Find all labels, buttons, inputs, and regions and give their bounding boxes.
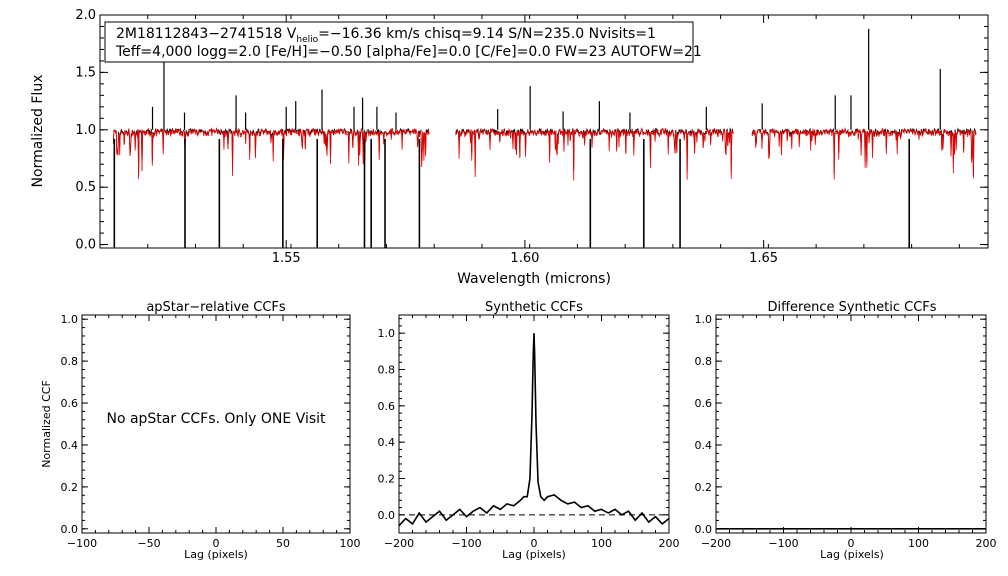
spectrum-y-tick-label: 0.5 bbox=[75, 180, 96, 195]
apstar-ccf-panel: apStar−relative CCFs −100 −50 0 50 100 0.0 0.2… bbox=[40, 300, 361, 561]
apstar-ccf-y-axis-title: Normalized CCF bbox=[40, 380, 53, 468]
difference-ccf-panel: Difference Synthetic CCFs −200 −100 0 100 20… bbox=[695, 300, 997, 561]
synthetic-ccf-traces bbox=[398, 333, 670, 527]
info-line-1: 2M18112843−2741518 Vhelio=−16.36 km/s ch… bbox=[116, 26, 656, 45]
synthetic-ccf-y-tick-label: 0.2 bbox=[378, 473, 396, 486]
synthetic-spectrum-chip bbox=[751, 126, 977, 180]
spectrum-plot-frame bbox=[99, 14, 989, 249]
spectrum-x-tick-label: 1.55 bbox=[272, 251, 301, 266]
difference-ccf-x-tick-label: −100 bbox=[768, 537, 798, 550]
apstar-ccf-y-tick-label: 0.2 bbox=[61, 481, 79, 494]
difference-ccf-y-tick-label: 0.4 bbox=[695, 439, 713, 452]
spectrum-traces bbox=[112, 28, 977, 248]
difference-ccf-x-tick-label: −200 bbox=[701, 537, 731, 550]
spectrum-x-tick-label: 1.65 bbox=[749, 251, 778, 266]
difference-ccf-x-tick-label: 200 bbox=[976, 537, 997, 550]
apstar-ccf-ticks: −100 −50 0 50 100 0.0 0.2 0.4 0.6 0.8 1.0 bbox=[61, 313, 361, 550]
apstar-ccf-x-tick-label: 100 bbox=[340, 537, 361, 550]
spectrum-y-tick-label: 2.0 bbox=[75, 8, 96, 23]
apstar-ccf-x-tick-label: −50 bbox=[137, 537, 160, 550]
info-box bbox=[104, 21, 694, 63]
spectrum-y-tick-label: 1.5 bbox=[75, 65, 96, 80]
synthetic-spectrum-chip bbox=[455, 127, 734, 181]
spectrum-y-tick-label: 0.0 bbox=[75, 238, 96, 253]
apstar-ccf-y-tick-label: 0.6 bbox=[61, 397, 79, 410]
synthetic-ccf-ticks: −200 −100 0 100 200 0.0 0.2 0.4 0.6 0.8 1.0 bbox=[378, 315, 680, 550]
difference-ccf-ticks: −200 −100 0 100 200 0.0 0.2 0.4 0.6 0.8 1.0 bbox=[695, 313, 997, 550]
apstar-ccf-y-tick-label: 0.8 bbox=[61, 355, 79, 368]
synthetic-ccf-y-tick-label: 0.4 bbox=[378, 436, 396, 449]
synthetic-spectrum-chip bbox=[112, 127, 430, 180]
apstar-ccf-x-tick-label: 50 bbox=[276, 537, 290, 550]
difference-ccf-y-tick-label: 0.8 bbox=[695, 355, 713, 368]
difference-ccf-y-tick-label: 1.0 bbox=[695, 313, 713, 326]
apstar-ccf-x-tick-label: 0 bbox=[213, 537, 220, 550]
synthetic-ccf-curve bbox=[398, 333, 670, 527]
synthetic-ccf-x-tick-label: 0 bbox=[531, 537, 538, 550]
apstar-ccf-y-tick-label: 1.0 bbox=[61, 313, 79, 326]
difference-ccf-y-tick-label: 0.6 bbox=[695, 397, 713, 410]
spectrum-x-axis-title: Wavelength (microns) bbox=[457, 271, 611, 287]
spectrum-y-axis-title: Normalized Flux bbox=[30, 75, 46, 188]
difference-ccf-y-tick-label: 0.2 bbox=[695, 481, 713, 494]
synthetic-ccf-panel: Synthetic CCFs −200 −100 0 100 200 0.0 0.2 0.4 0… bbox=[378, 300, 680, 561]
synthetic-ccf-x-tick-label: −100 bbox=[451, 537, 481, 550]
synthetic-ccf-x-tick-label: −200 bbox=[384, 537, 414, 550]
difference-ccf-x-tick-label: 0 bbox=[848, 537, 855, 550]
synthetic-ccf-y-tick-label: 1.0 bbox=[378, 327, 396, 340]
spectrum-ticks: 1.55 1.60 1.65 0.0 0.5 1.0 1.5 2.0 bbox=[75, 8, 988, 266]
spectrum-y-tick-label: 1.0 bbox=[75, 123, 96, 138]
difference-ccf-title: Difference Synthetic CCFs bbox=[767, 300, 936, 315]
synthetic-ccf-y-tick-label: 0.8 bbox=[378, 364, 396, 377]
apstar-ccf-y-tick-label: 0.0 bbox=[61, 523, 79, 536]
synthetic-ccf-y-tick-label: 0.6 bbox=[378, 400, 396, 413]
apstar-ccf-y-tick-label: 0.4 bbox=[61, 439, 79, 452]
apstar-ccf-message: No apStar CCFs. Only ONE Visit bbox=[106, 411, 326, 427]
apstar-ccf-title: apStar−relative CCFs bbox=[146, 300, 286, 315]
info-line-2: Teff=4,000 logg=2.0 [Fe/H]=−0.50 [alpha/… bbox=[115, 44, 702, 60]
difference-ccf-x-axis-title: Lag (pixels) bbox=[820, 548, 884, 561]
synthetic-ccf-x-tick-label: 200 bbox=[659, 537, 680, 550]
synthetic-ccf-x-axis-title: Lag (pixels) bbox=[502, 548, 566, 561]
spectrum-x-tick-label: 1.60 bbox=[510, 251, 539, 266]
apstar-ccf-x-tick-label: −100 bbox=[67, 537, 97, 550]
difference-ccf-y-tick-label: 0.0 bbox=[695, 523, 713, 536]
difference-ccf-x-tick-label: 100 bbox=[908, 537, 929, 550]
synthetic-ccf-y-tick-label: 0.0 bbox=[378, 509, 396, 522]
spectrum-panel: 1.55 1.60 1.65 0.0 0.5 1.0 1.5 2.0 Wavelength (… bbox=[30, 8, 989, 287]
apstar-ccf-x-axis-title: Lag (pixels) bbox=[184, 548, 248, 561]
synthetic-ccf-title: Synthetic CCFs bbox=[485, 300, 583, 315]
synthetic-ccf-x-tick-label: 100 bbox=[591, 537, 612, 550]
